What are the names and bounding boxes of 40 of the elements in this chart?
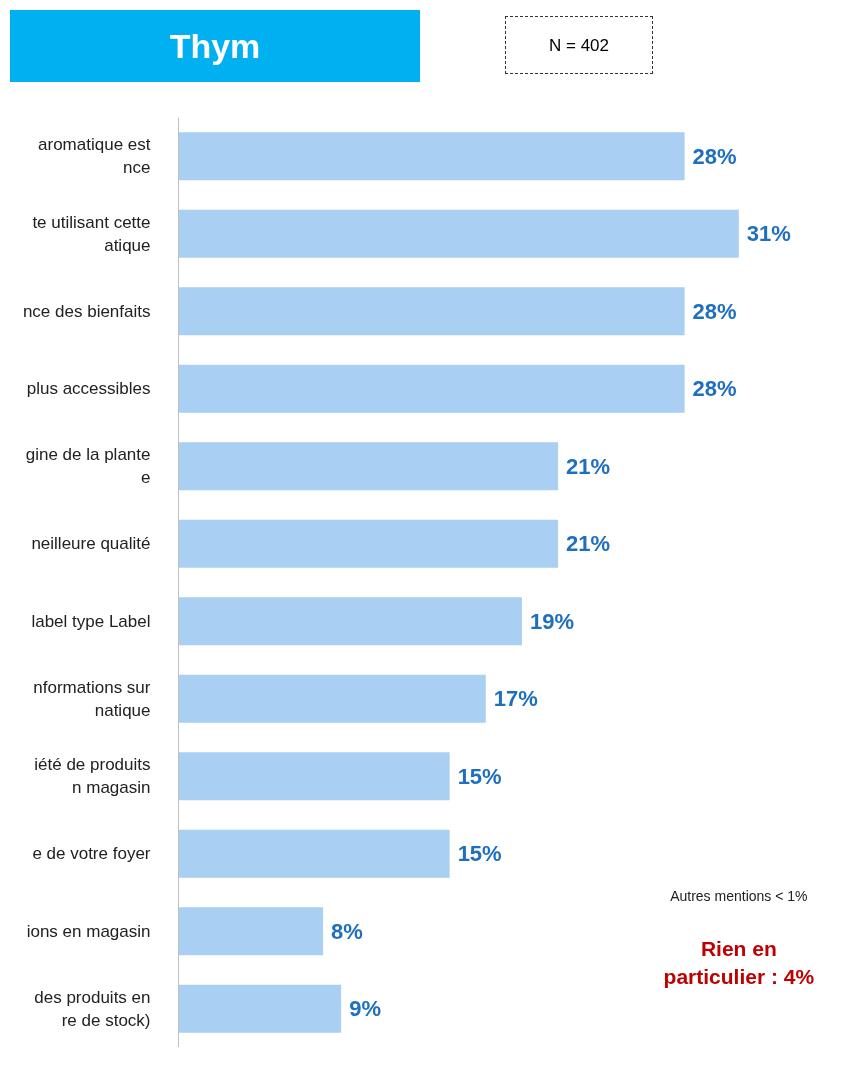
y-tick-label: te utilisant cette atique <box>32 212 151 255</box>
bar <box>178 829 450 878</box>
data-label: 17% <box>493 686 538 712</box>
y-tick-label: e de votre foyer <box>32 844 151 864</box>
y-tick-label: aromatique est nce <box>38 135 151 178</box>
data-label: 19% <box>529 608 574 634</box>
y-tick-label: neilleure qualité <box>31 534 151 554</box>
y-tick-label: gine de la plante e <box>25 445 151 488</box>
annotation: Autres mentions < 1% <box>670 887 808 904</box>
y-tick-label: des produits en re de stock) <box>34 987 151 1030</box>
data-label: 15% <box>457 841 502 867</box>
bar <box>178 752 450 801</box>
y-tick-label: nce des bienfaits <box>22 301 151 321</box>
bar <box>178 364 685 413</box>
y-tick-label: nformations sur natique <box>33 677 151 720</box>
data-label: 21% <box>566 531 611 557</box>
bar <box>178 907 324 956</box>
bar <box>178 984 342 1033</box>
data-label: 15% <box>457 763 502 789</box>
bar <box>178 519 559 568</box>
data-label: 28% <box>692 143 737 169</box>
data-label: 28% <box>692 376 737 402</box>
y-tick-label: ions en magasin <box>26 921 151 941</box>
bar <box>178 287 685 336</box>
data-label: 9% <box>349 996 381 1022</box>
bar <box>178 597 522 646</box>
bar <box>178 674 486 723</box>
data-label: 28% <box>692 298 737 324</box>
bar <box>178 442 559 491</box>
bar <box>178 209 739 258</box>
y-tick-label: plus accessibles <box>26 379 151 399</box>
chart-subtitle: N = 402 <box>548 35 609 57</box>
data-label: 8% <box>331 918 363 944</box>
chart-title: Thym <box>169 26 261 67</box>
data-label: 21% <box>566 453 611 479</box>
y-tick-label: label type Label <box>31 611 151 631</box>
bar <box>178 132 685 181</box>
annotation: Rien en particulier : 4% <box>663 936 815 988</box>
y-tick-label: iété de produits n magasin <box>34 755 151 798</box>
data-label: 31% <box>746 221 791 247</box>
